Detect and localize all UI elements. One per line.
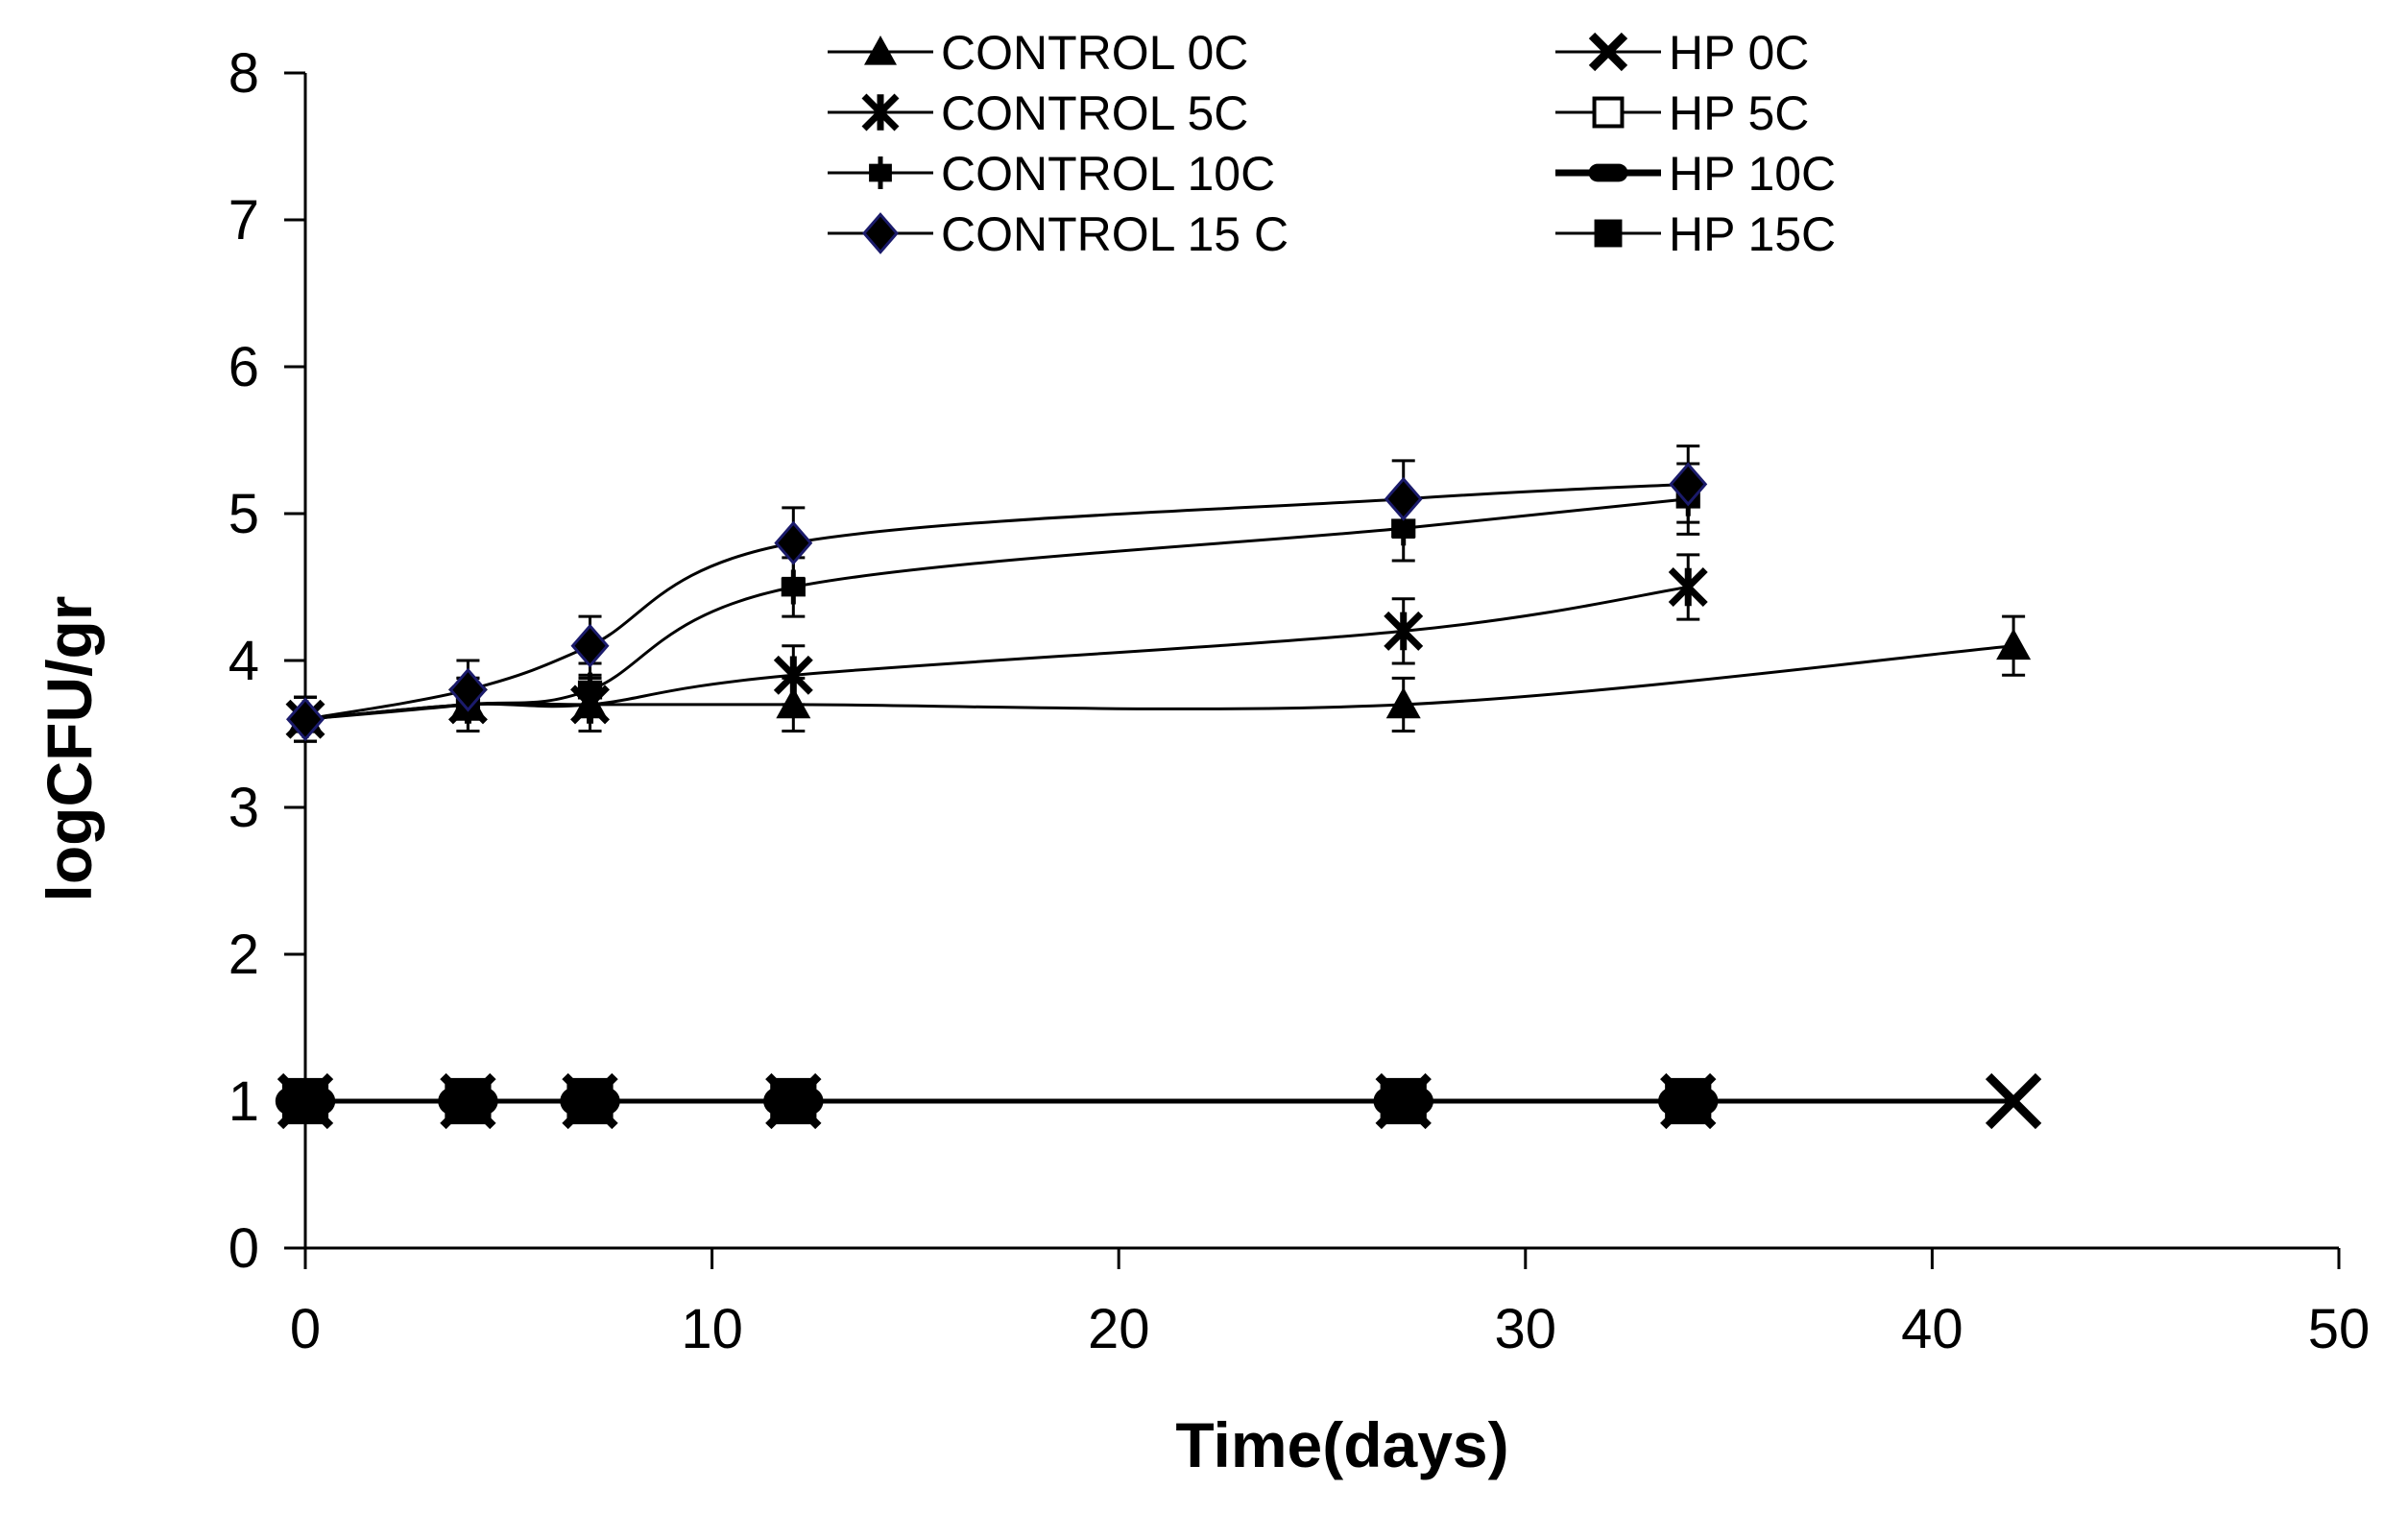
data-point-hp-15c [568,1079,612,1123]
x-tick-label: 0 [290,1298,321,1360]
legend-marker-control-5c [861,93,900,132]
y-tick-label: 7 [229,189,259,252]
legend-marker-hp-5c [1592,96,1625,129]
y-tick-label: 3 [229,777,259,839]
y-tick-label: 6 [229,336,259,398]
axis-ticks: 0 1 2 3 4 5 6 7 8 0 10 20 30 40 50 [229,42,2371,1360]
y-tick-label: 4 [229,630,259,692]
data-point-control-10c [781,569,806,605]
y-tick-label: 2 [229,924,259,986]
legend-label: HP 15C [1669,207,1836,261]
data-point-hp-15c [1382,1079,1425,1123]
series-lines [304,482,2014,1104]
data-point-control-5c [1384,611,1424,651]
legend-item-hp-0c: HP 0C [1555,26,1809,80]
y-tick-label: 8 [229,42,259,105]
legend-item-control-10c: CONTROL 10C [828,147,1275,201]
data-point-control-0c [1996,628,2032,660]
data-point-hp-15c [283,1079,327,1123]
x-tick-label: 10 [681,1298,743,1360]
data-point-control-0c [1385,686,1421,719]
data-point-control-15-c [1669,462,1708,507]
data-point-control-5c [1668,567,1708,607]
data-markers [275,462,2042,1130]
data-point-control-15-c [286,697,325,742]
data-point-hp-0c [1985,1072,2042,1130]
legend-label: HP 0C [1669,26,1809,80]
data-point-control-15-c [570,623,610,668]
x-axis-title: Time(days) [1175,1409,1508,1480]
legend-item-control-0c: CONTROL 0C [828,26,1248,80]
data-point-control-15-c [774,520,813,565]
legend-marker-hp-15c [1594,219,1623,248]
legend: CONTROL 0C CONTROL 5C CONTROL 10C CONTROL 1… [828,26,1836,261]
data-point-control-0c [776,686,811,719]
error-bars [294,444,2026,743]
data-point-control-10c [577,672,603,708]
legend-item-hp-5c: HP 5C [1555,86,1809,140]
legend-marker-hp-0c [1588,32,1628,72]
legend-label: CONTROL 15 C [941,207,1288,261]
legend-item-control-15-c: CONTROL 15 C [828,207,1288,261]
y-tick-label: 1 [229,1070,259,1133]
legend-marker-control-0c [864,36,897,65]
x-tick-label: 40 [1901,1298,1963,1360]
legend-marker-control-10c [869,156,892,189]
legend-marker-hp-10c [1588,163,1628,182]
legend-label: CONTROL 5C [941,86,1248,140]
data-point-hp-15c [1667,1079,1710,1123]
legend-marker-control-15-c [862,212,899,254]
plot-axes [303,73,2339,1250]
y-tick-label: 0 [229,1217,259,1280]
data-point-control-15-c [448,667,488,712]
x-tick-label: 30 [1495,1298,1557,1360]
legend-label: HP 10C [1669,147,1836,201]
y-tick-label: 5 [229,483,259,545]
legend-item-hp-10c: HP 10C [1555,147,1836,201]
legend-label: CONTROL 10C [941,147,1275,201]
data-point-control-5c [773,655,813,695]
legend-label: HP 5C [1669,86,1809,140]
legend-label: CONTROL 0C [941,26,1248,80]
y-axis-title: logCFU/gr [34,596,105,902]
x-tick-label: 20 [1088,1298,1150,1360]
legend-item-control-5c: CONTROL 5C [828,86,1248,140]
x-tick-label: 50 [2308,1298,2371,1360]
data-point-hp-15c [446,1079,490,1123]
data-point-hp-15c [772,1079,815,1123]
data-point-control-15-c [1384,476,1423,521]
series-line-control-10c [304,497,1689,721]
legend-item-hp-15c: HP 15C [1555,207,1836,261]
